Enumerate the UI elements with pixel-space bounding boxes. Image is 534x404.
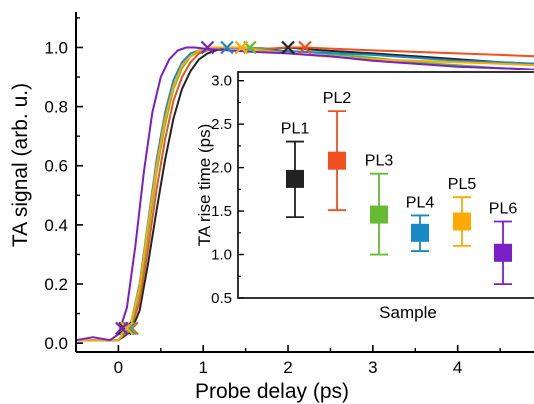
series-line-6 [75,46,534,342]
series-5-cross-marker-1 [234,40,249,55]
main-x-tick-label: 0 [114,358,123,377]
main-x-tick-label: 4 [453,358,462,377]
main-plot-ticks: 0 1 2 3 4 0.0 0.2 0.4 0.6 0.8 1.0 [44,17,501,377]
series-line-1 [76,46,534,342]
series-line-5 [76,46,534,342]
data-point-PL5 [453,212,471,231]
main-x-tick-label: 3 [368,358,377,377]
sample-label-PL6: PL6 [489,201,518,218]
sample-label-PL2: PL2 [323,90,352,107]
data-point-PL1 [286,169,304,188]
series-4-cross-marker-1 [220,40,234,55]
inset-y-axis-label: TA rise time (ps) [195,124,214,246]
inset-frame [237,71,534,299]
sample-label-PL1: PL1 [281,121,310,138]
inset-y-tick-label: 1.0 [211,247,232,264]
inset-points: PL1 PL2 PL3 PL4 PL5 PL6 [281,90,518,285]
inset-plot: 0.5 1.0 1.5 2.0 2.5 3.0 PL1 PL2 PL3 PL4 PL5 PL6 Sa… [195,70,534,322]
sample-label-PL3: PL3 [365,153,394,170]
series-6-cross-marker-2 [115,321,129,336]
series-6-cross-marker-1 [200,40,215,55]
series-2-cross-marker-1 [298,40,312,55]
main-y-tick-label: 0.6 [44,157,68,176]
main-plot-markers [115,40,312,336]
series-5-cross-marker-2 [120,321,134,336]
sample-label-PL4: PL4 [406,194,435,211]
data-point-PL4 [411,223,429,242]
inset-y-tick-label: 3.0 [211,73,232,90]
inset-y-tick-label: 2.5 [211,116,232,133]
data-point-PL3 [370,205,388,224]
main-x-axis-label: Probe delay (ps) [195,380,349,403]
inset-background [232,70,534,302]
main-y-axis-label: TA signal (arb. u.) [9,83,32,247]
inset-ticks: 0.5 1.0 1.5 2.0 2.5 3.0 [211,73,244,307]
series-2-cross-marker-2 [125,321,139,336]
inset-y-tick-label: 0.5 [211,290,232,307]
main-x-tick-label: 1 [198,358,207,377]
inset-y-tick-label: 1.5 [211,203,232,220]
data-point-PL2 [328,151,346,170]
main-y-tick-label: 1.0 [44,38,68,57]
main-y-tick-label: 0.0 [44,334,68,353]
inset-y-tick-label: 2.0 [211,160,232,177]
main-y-tick-label: 0.2 [44,275,68,294]
main-y-tick-label: 0.8 [44,98,68,117]
series-1-cross-marker-1 [281,40,295,55]
inset-x-axis-label: Sample [379,303,437,322]
data-point-PL6 [494,243,512,262]
main-x-tick-label: 2 [283,358,292,377]
main-y-tick-label: 0.4 [44,216,68,235]
sample-label-PL5: PL5 [448,176,477,193]
